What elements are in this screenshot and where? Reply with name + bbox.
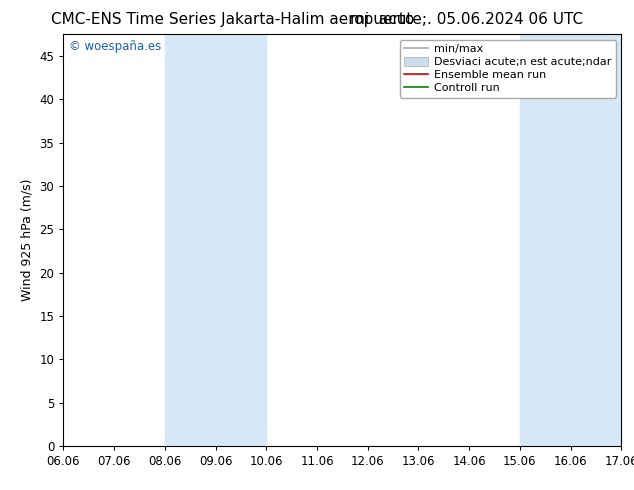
Bar (165, 34, 266, 446)
Text: CMC-ENS Time Series Jakarta-Halim aeropuerto: CMC-ENS Time Series Jakarta-Halim aeropu… (51, 12, 414, 27)
Text: mi  acute;. 05.06.2024 06 UTC: mi acute;. 05.06.2024 06 UTC (350, 12, 583, 27)
Bar (520, 34, 621, 446)
Text: © woespaña.es: © woespaña.es (69, 41, 161, 53)
Y-axis label: Wind 925 hPa (m/s): Wind 925 hPa (m/s) (21, 179, 34, 301)
Legend: min/max, Desviaci acute;n est acute;ndar, Ensemble mean run, Controll run: min/max, Desviaci acute;n est acute;ndar… (399, 40, 616, 98)
